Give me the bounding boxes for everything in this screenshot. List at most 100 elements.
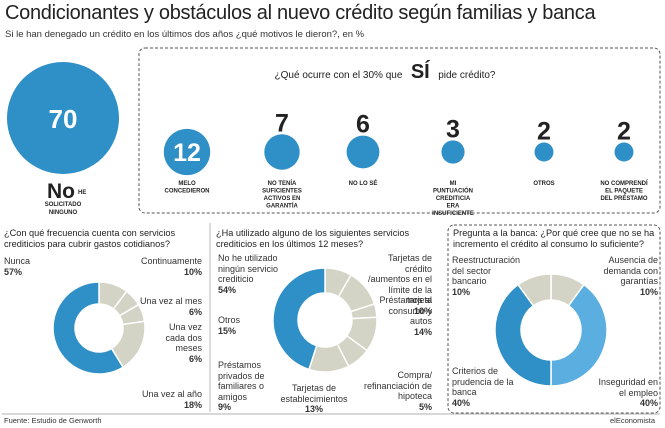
serv-label-establecimientos: Tarjetas de establecimientos 13% <box>276 383 352 415</box>
main-bubble-value: 70 <box>49 104 78 134</box>
freq-slice-4 <box>52 281 125 375</box>
bubble-panel-border <box>138 47 661 214</box>
bank-label-criterios-text: Criterios de prudencia de la banca <box>452 366 514 397</box>
serv-value-establecimientos: 13% <box>304 404 323 414</box>
serv-value-prestamos: 14% <box>413 326 432 337</box>
freq-label-dosmeses-text: Una vez cada dos meses <box>165 322 202 353</box>
frequency-donut <box>52 281 146 375</box>
page-subtitle: Si le han denegado un crédito en los últ… <box>5 29 365 40</box>
bubble-label-3-4: INSUFICIENTE <box>432 211 474 217</box>
services-question: ¿Ha utilizado alguno de los siguientes s… <box>216 228 410 249</box>
bubble-4 <box>534 142 554 162</box>
bank-slice-1 <box>550 283 608 387</box>
bubble-value-4: 2 <box>537 118 551 146</box>
bubble-value-3: 3 <box>446 115 460 143</box>
bank-value-ausencia: 10% <box>639 286 658 297</box>
serv-value-otros: 15% <box>218 325 237 336</box>
frequency-question: ¿Con qué frecuencia cuenta con servicios… <box>4 228 176 249</box>
freq-value-nunca: 57% <box>4 266 23 277</box>
freq-label-nunca-text: Nunca <box>4 256 31 266</box>
freq-value-mes: 6% <box>188 306 202 317</box>
bubble-label-5-1: EL PAQUETE <box>605 189 643 195</box>
freq-label-anio: Una vez al año 18% <box>130 389 202 410</box>
freq-label-dosmeses: Una vez cada dos meses 6% <box>150 322 202 364</box>
source-note: Fuente: Estudio de Genworth <box>4 416 102 425</box>
main-bubble-label-big: No <box>47 180 75 203</box>
serv-label-privados: Préstamos privados de familiares o amigo… <box>218 360 284 413</box>
bubble-label-1-2: ACTIVOS EN <box>264 196 301 202</box>
serv-label-tarjetas-text: Tarjetas de crédito /aumentos en el lími… <box>367 253 432 305</box>
serv-label-hipoteca: Compra/ refinanciación de hipoteca 5% <box>360 370 432 412</box>
bubble-value-5: 2 <box>617 118 631 146</box>
freq-value-anio: 18% <box>183 399 202 410</box>
serv-label-otros-text: Otros <box>218 315 241 325</box>
bank-slice-3 <box>517 273 552 307</box>
bubble-label-3-3: ERA <box>447 204 460 210</box>
bubble-label-3-0: MI <box>450 181 457 187</box>
serv-value-tarjetas: 10% <box>413 305 432 316</box>
bubble-label-0-0: MELO <box>178 181 196 187</box>
bank-value-criterios: 40% <box>452 397 471 408</box>
bank-panel-border <box>447 224 661 414</box>
freq-value-dosmeses: 6% <box>188 353 202 364</box>
serv-label-nohe: No he utilizado ningún servicio creditic… <box>218 253 284 295</box>
serv-label-prestamos: Préstamos al consumo y autos 14% <box>376 295 432 337</box>
bubble-value-1: 7 <box>275 109 289 137</box>
bubble-5 <box>614 142 634 162</box>
bubble-label-1-1: SUFICIENTES <box>262 189 302 195</box>
freq-label-anio-text: Una vez al año <box>141 389 202 399</box>
freq-label-mes-text: Una vez al mes <box>139 296 202 306</box>
bank-question: Pregunta a la banca: ¿Por qué cree que n… <box>453 228 655 249</box>
bank-donut <box>494 273 608 387</box>
bubble-label-5-2: DEL PRÉSTAMO <box>600 194 647 202</box>
bank-slice-2 <box>494 283 552 387</box>
main-bubble <box>7 62 119 174</box>
bubble-label-1-3: GARANTÍA <box>266 202 298 210</box>
bank-label-reestructuracion: Reestructuración del sector bancario 10% <box>452 255 524 297</box>
bubble-label-3-2: CREDITICIA <box>436 196 471 202</box>
bank-label-inseguridad: Inseguridad en el empleo 40% <box>594 377 658 409</box>
main-bubble-label-small-2: SOLICITADO <box>45 202 82 208</box>
serv-label-hipoteca-text: Compra/ refinanciación de hipoteca <box>363 370 432 401</box>
freq-label-mes: Una vez al mes 6% <box>130 296 202 317</box>
bubble-value-0: 12 <box>173 139 201 167</box>
bubble-value-2: 6 <box>356 111 370 139</box>
serv-label-prestamos-text: Préstamos al consumo y autos <box>379 295 432 326</box>
freq-label-nunca: Nunca 57% <box>4 256 64 277</box>
bank-label-reestructuracion-text: Reestructuración del sector bancario <box>452 255 521 286</box>
bank-label-criterios: Criterios de prudencia de la banca 40% <box>452 366 522 408</box>
main-bubble-label-small-1: HE <box>78 190 86 196</box>
main-bubble-label-small-3: NINGUNO <box>49 210 78 216</box>
bank-label-ausencia-text: Ausencia de demanda con garantías <box>603 255 658 286</box>
bubble-label-5-0: NO COMPRENDÍ <box>600 179 648 187</box>
bubble-1 <box>264 134 300 170</box>
freq-label-continuamente: Continuamente 10% <box>130 256 202 277</box>
serv-value-privados: 9% <box>218 402 232 412</box>
bubble-label-4-0: OTROS <box>533 181 554 187</box>
credit-note: elEconomista <box>610 416 656 425</box>
serv-value-hipoteca: 5% <box>418 401 432 412</box>
bank-label-inseguridad-text: Inseguridad en el empleo <box>598 377 658 398</box>
serv-label-otros: Otros 15% <box>218 315 268 336</box>
serv-label-establecimientos-text: Tarjetas de establecimientos <box>280 383 348 404</box>
bubble-label-2-0: NO LO SÉ <box>349 179 378 187</box>
services-donut <box>272 267 378 373</box>
serv-slice-6 <box>272 267 326 371</box>
bubble-question: ¿Qué ocurre con el 30% que SÍ pide crédi… <box>275 60 496 83</box>
bubble-2 <box>346 135 380 169</box>
bubble-label-1-0: NO TENÍA <box>268 179 297 187</box>
serv-value-nohe: 54% <box>218 284 237 295</box>
serv-label-tarjetas: Tarjetas de crédito /aumentos en el lími… <box>366 253 432 316</box>
bank-value-reestructuracion: 10% <box>452 286 471 297</box>
bubble-items: 12 MELO CONCEDIERON 7 NO TENÍA SUFICIENTESACT… <box>163 109 648 217</box>
bubble-label-3-1: PUNTUACIÓN <box>433 187 473 195</box>
bubble-3 <box>441 140 465 164</box>
bank-value-inseguridad: 40% <box>639 398 658 408</box>
serv-label-privados-text: Préstamos privados de familiares o amigo… <box>218 360 265 402</box>
freq-label-continuamente-text: Continuamente <box>140 256 202 266</box>
bubble-label-0-1: CONCEDIERON <box>164 189 209 195</box>
bubble-0 <box>163 128 211 176</box>
freq-value-continuamente: 10% <box>183 266 202 277</box>
page-title: Condicionantes y obstáculos al nuevo cré… <box>5 2 596 24</box>
